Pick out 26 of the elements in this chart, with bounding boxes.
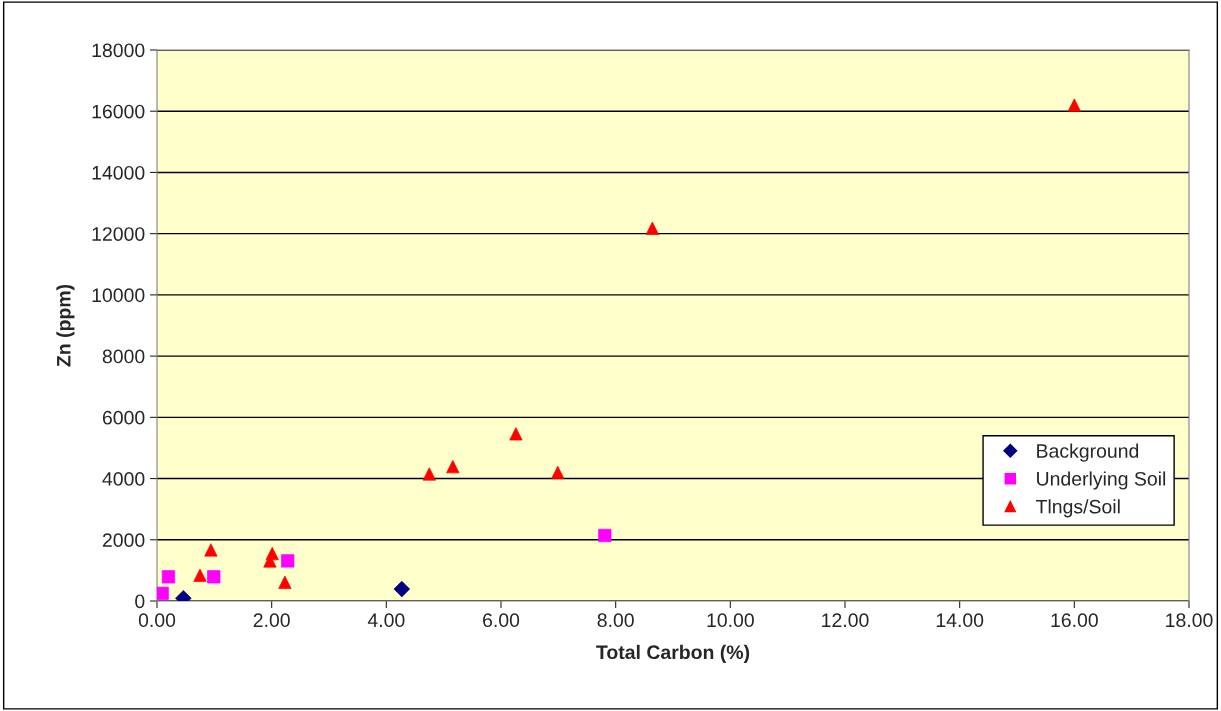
y-tick-label: 12000 (92, 227, 145, 241)
x-tick-label: 18.00 (1166, 613, 1213, 628)
x-tick-label: 0.00 (138, 613, 176, 628)
legend-label: Tlngs/Soil (1036, 499, 1120, 518)
x-tick-label: 12.00 (822, 613, 869, 628)
y-tick-label: 0 (135, 594, 145, 609)
x-tick-label: 2.00 (253, 613, 290, 628)
legend-label: Background (1037, 443, 1139, 462)
y-tick-label: 14000 (92, 165, 145, 180)
legend-label: Underlying Soil (1037, 471, 1166, 490)
y-tick-label: 16000 (92, 104, 145, 119)
y-tick-label: 6000 (102, 410, 145, 425)
y-tick-label: 4000 (102, 472, 145, 486)
y-tick-label: 2000 (102, 533, 145, 548)
x-tick-label: 10.00 (707, 613, 754, 628)
x-tick-label: 14.00 (936, 613, 984, 628)
x-tick-label: 6.00 (483, 613, 520, 628)
y-tick-label: 8000 (102, 349, 145, 364)
y-axis-title: Zn (ppm) (56, 284, 75, 367)
x-axis-title: Total Carbon (%) (596, 644, 750, 663)
y-tick-label: 10000 (92, 288, 145, 303)
x-tick-label: 8.00 (597, 613, 634, 628)
point (393, 580, 411, 598)
y-tick-label: 18000 (92, 43, 145, 58)
x-tick-label: 4.00 (367, 613, 405, 628)
x-tick-label: 16.00 (1051, 613, 1098, 628)
